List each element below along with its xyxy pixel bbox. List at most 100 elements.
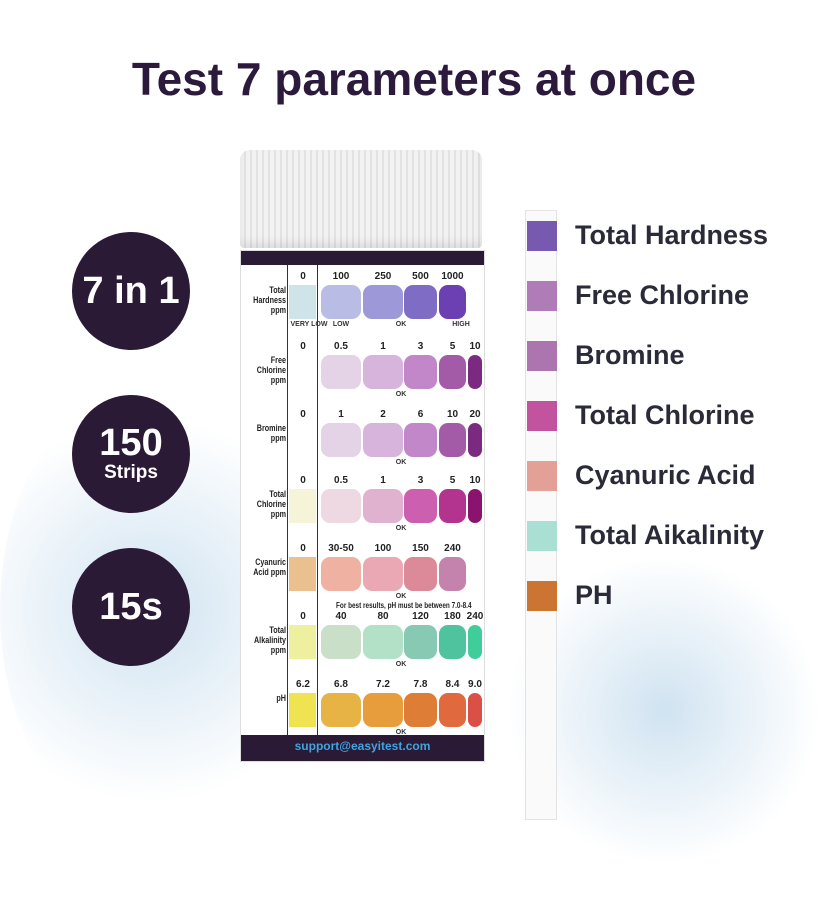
parameter-name: Bromine ppm — [256, 423, 286, 443]
badge-150-strips: 150 Strips — [72, 395, 190, 513]
color-chip — [321, 285, 361, 319]
color-chip — [468, 693, 482, 727]
color-chip — [404, 557, 437, 591]
color-chip — [404, 489, 437, 523]
color-chip — [439, 557, 466, 591]
legend-label: Free Chlorine — [575, 280, 750, 310]
color-chip — [404, 285, 437, 319]
color-chip — [321, 693, 361, 727]
value-label: 30-50 — [328, 543, 354, 554]
page-title: Test 7 parameters at once — [131, 53, 697, 105]
value-label: 0 — [300, 611, 306, 622]
color-chip — [363, 693, 403, 727]
value-label: 1 — [380, 341, 386, 352]
color-chip — [439, 355, 466, 389]
value-label: 6 — [417, 409, 424, 420]
ok-label: OK — [395, 593, 407, 600]
ok-label: OK — [395, 391, 407, 398]
legend-item: Total Aikalinity — [527, 520, 764, 551]
value-label: 240 — [444, 543, 461, 554]
range-label: HIGH — [452, 321, 470, 328]
value-label: 1000 — [441, 271, 464, 282]
color-chip — [468, 423, 482, 457]
value-label: 10 — [446, 409, 459, 420]
badge-text: 15s — [99, 586, 163, 628]
color-chip — [439, 693, 466, 727]
color-chip — [439, 423, 466, 457]
color-chip — [468, 489, 482, 523]
legend-swatch — [527, 220, 557, 251]
parameter-row: Total Chlorine ppm 0 0.5 1 3 5 10 OK — [241, 475, 484, 545]
value-label: 7.8 — [413, 679, 428, 690]
color-chip — [404, 423, 437, 457]
color-chip — [439, 489, 466, 523]
legend-item: Free Chlorine — [527, 280, 749, 311]
value-label: 0 — [300, 271, 306, 282]
ok-label: OK — [395, 729, 407, 736]
legend-item: Total Hardness — [527, 220, 768, 251]
value-label: 8.4 — [445, 679, 460, 690]
parameter-name: Total Alkalinity ppm — [253, 625, 286, 655]
color-chip — [363, 423, 403, 457]
value-label: 20 — [469, 409, 481, 420]
parameter-row: pH 6.2 6.8 7.2 7.8 8.4 9.0 OK — [241, 679, 484, 749]
color-chip — [321, 423, 361, 457]
legend-item: Cyanuric Acid — [527, 460, 756, 491]
legend-item: Bromine — [527, 340, 685, 371]
value-label: 0 — [300, 475, 306, 486]
parameter-name: Free Chlorine ppm — [256, 355, 286, 385]
ph-note: For best results, pH must be between 7.0… — [336, 601, 472, 610]
legend-label: Total Hardness — [575, 220, 769, 250]
color-chip — [289, 355, 316, 389]
color-chip — [404, 355, 437, 389]
color-chip — [363, 355, 403, 389]
range-label: OK — [395, 321, 407, 328]
color-chip — [468, 355, 482, 389]
color-chip — [363, 625, 403, 659]
value-label: 500 — [412, 271, 429, 282]
legend-label: Cyanuric Acid — [575, 460, 756, 490]
website: support@easyitest.com — [241, 735, 484, 761]
color-chip — [289, 423, 316, 457]
parameter-row: Bromine ppm 0 1 2 6 10 20 OK — [241, 409, 484, 479]
badge-subtext: Strips — [104, 462, 158, 483]
value-label: 100 — [332, 271, 350, 282]
value-label: 240 — [466, 611, 484, 622]
value-label: 3 — [417, 341, 424, 352]
color-chip — [289, 557, 316, 591]
parameter-row: Cyanuric Acid ppm 0 30-50 100 150 240 OK — [241, 543, 484, 613]
legend-label: Bromine — [575, 340, 685, 370]
color-chip — [289, 625, 316, 659]
color-chip — [363, 285, 403, 319]
value-label: 7.2 — [376, 679, 390, 690]
color-chip — [468, 625, 482, 659]
value-label: 0.5 — [334, 475, 348, 486]
badge-text: 7 in 1 — [82, 270, 180, 312]
value-label: 180 — [444, 611, 461, 622]
legend-swatch — [527, 460, 557, 491]
value-label: 0 — [300, 341, 306, 352]
color-chip — [404, 625, 437, 659]
value-label: 6.8 — [334, 679, 348, 690]
parameter-name: Total Hardness ppm — [253, 285, 286, 315]
value-label: 6.2 — [296, 679, 310, 690]
color-chip — [321, 355, 361, 389]
parameter-row: Total Hardness ppm 0 100 250 500 1000 VERY LOW… — [241, 271, 484, 341]
value-label: 1 — [380, 475, 386, 486]
color-chip — [363, 557, 403, 591]
value-label: 9.0 — [468, 679, 482, 690]
color-chip — [321, 557, 361, 591]
value-label: 5 — [449, 341, 456, 352]
legend-swatch — [527, 280, 557, 311]
value-label: 5 — [449, 475, 456, 486]
value-label: 150 — [412, 543, 429, 554]
value-label: 10 — [469, 475, 481, 486]
value-label: 0.5 — [334, 341, 348, 352]
divider — [317, 265, 318, 735]
bottle-label: For best results, pH must be between 7.0… — [240, 250, 485, 762]
legend-swatch — [527, 340, 557, 371]
legend-label: Total Chlorine — [575, 400, 755, 430]
parameter-row: Total Alkalinity ppm 0 40 80 120 180 240 OK — [241, 611, 484, 681]
range-label: VERY LOW — [290, 321, 328, 328]
test-strip — [525, 210, 557, 820]
